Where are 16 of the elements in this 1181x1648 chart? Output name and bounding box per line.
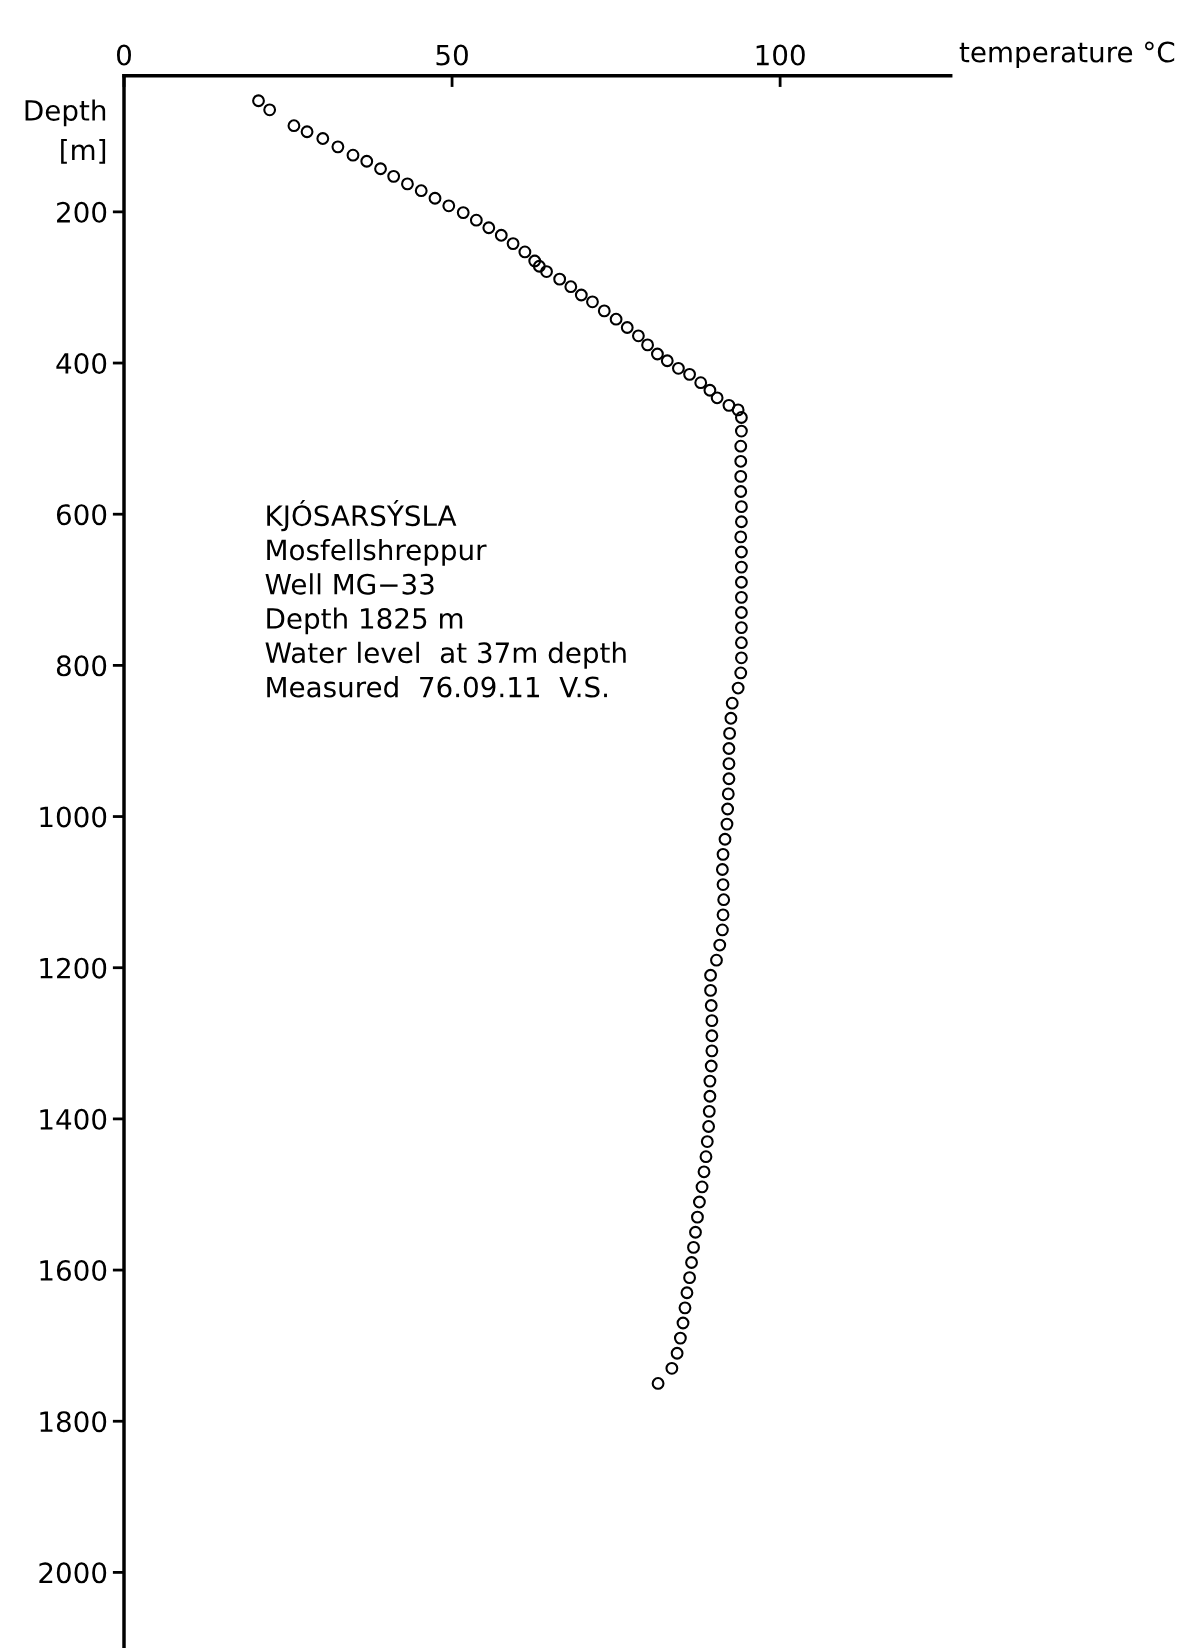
y-tick-label: 1200	[40, 957, 107, 979]
y-tick-label: 400	[56, 352, 107, 374]
y-tick-label: 1800	[40, 1411, 107, 1433]
x-tick-label: 0	[117, 44, 131, 66]
annotation: KJÓSARSÝSLA Mosfellshreppur Well MG−33 Depth 1825 m Water level at 37m depth Measured 76.09.11 V.S.	[265, 500, 626, 698]
y-tick-label: 1400	[40, 1108, 107, 1130]
x-tick-label: 100	[756, 44, 805, 66]
y-tick-label: 600	[56, 504, 107, 526]
y-axis-title: Depth [m]	[25, 99, 106, 164]
y-tick-label: 2000	[39, 1562, 107, 1584]
y-tick-label: 200	[57, 201, 107, 223]
y-tick-label: 800	[56, 655, 107, 677]
x-axis-title: temperature °C	[959, 41, 1175, 68]
x-tick-label: 50	[436, 44, 468, 66]
y-tick-label: 1000	[40, 806, 107, 828]
y-tick-label: 1600	[40, 1260, 107, 1282]
